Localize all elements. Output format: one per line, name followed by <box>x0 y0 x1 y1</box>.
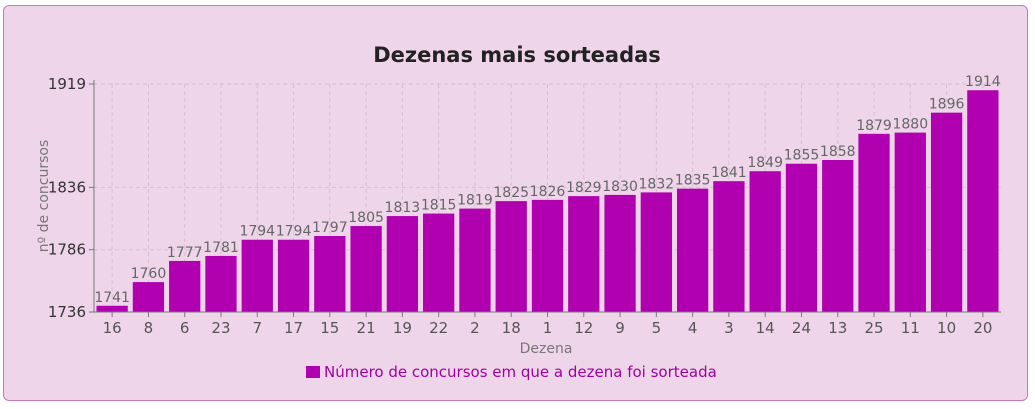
bar-value-label: 1805 <box>348 210 384 226</box>
x-tick-label: 10 <box>937 319 956 337</box>
bar[interactable] <box>495 201 527 312</box>
x-tick-label: 3 <box>724 319 734 337</box>
bar-value-label: 1777 <box>167 245 203 261</box>
bar-value-label: 1794 <box>239 224 275 240</box>
x-axis-ticks: 16 8 6 23 7 17 15 21 19 22 2 18 1 12 9 5 4 3 14 24 13 25 11 10 2… <box>103 312 992 337</box>
bar-value-label: 1813 <box>385 200 421 216</box>
y-tick-label: 1786 <box>48 241 86 259</box>
bar[interactable] <box>785 163 818 312</box>
bar[interactable] <box>314 236 346 312</box>
y-tick-label: 1919 <box>48 75 86 93</box>
bar[interactable] <box>894 132 926 312</box>
bar[interactable] <box>423 213 455 312</box>
bar[interactable] <box>858 133 890 312</box>
bar-value-label: 1855 <box>784 148 820 164</box>
legend-swatch[interactable] <box>306 366 320 378</box>
bar[interactable] <box>205 255 237 312</box>
x-tick-label: 14 <box>756 319 775 337</box>
x-tick-label: 13 <box>828 319 847 337</box>
bar[interactable] <box>568 196 600 312</box>
bar[interactable] <box>749 171 781 312</box>
bar-value-label: 1819 <box>457 193 493 209</box>
y-axis-ticks: 1736 1786 1836 1919 <box>48 75 94 321</box>
bar-value-label: 1794 <box>276 224 312 240</box>
bar-value-label: 1830 <box>602 179 638 195</box>
y-tick-label: 1736 <box>48 303 86 321</box>
bar[interactable] <box>169 260 201 312</box>
bar[interactable] <box>676 188 709 312</box>
x-tick-label: 17 <box>284 319 303 337</box>
bar-value-label: 1832 <box>639 176 675 192</box>
bar[interactable] <box>459 208 491 312</box>
bar-value-label: 1858 <box>820 144 856 160</box>
x-tick-label: 23 <box>211 319 230 337</box>
x-tick-label: 25 <box>864 319 883 337</box>
x-tick-label: 7 <box>252 319 262 337</box>
bar-value-label: 1849 <box>747 155 783 171</box>
bar-value-label: 1835 <box>675 173 711 189</box>
bar[interactable] <box>96 305 128 312</box>
x-axis-label: Dezena <box>520 341 573 357</box>
bar-value-label: 1879 <box>856 118 892 134</box>
x-tick-label: 16 <box>103 319 122 337</box>
bar[interactable] <box>132 282 165 312</box>
x-tick-label: 24 <box>792 319 811 337</box>
x-tick-label: 20 <box>973 319 992 337</box>
x-tick-label: 5 <box>652 319 662 337</box>
bar[interactable] <box>350 226 382 312</box>
bar[interactable] <box>386 216 419 312</box>
y-axis-label: nº de concursos <box>36 140 52 253</box>
bar[interactable] <box>822 160 854 312</box>
bar-value-label: 1829 <box>566 180 602 196</box>
y-tick-label: 1836 <box>48 178 86 196</box>
bar-value-label: 1825 <box>493 185 529 201</box>
bar-value-label: 1760 <box>131 266 167 282</box>
bars <box>96 90 999 313</box>
bar-value-label: 1914 <box>965 74 1001 90</box>
bar-value-label: 1896 <box>929 97 965 113</box>
x-tick-label: 21 <box>357 319 376 337</box>
bar-value-label: 1741 <box>94 290 130 306</box>
x-tick-label: 2 <box>470 319 480 337</box>
x-tick-label: 11 <box>901 319 920 337</box>
bar[interactable] <box>640 192 672 312</box>
bar-value-label: 1826 <box>530 184 566 200</box>
x-tick-label: 1 <box>543 319 553 337</box>
bar[interactable] <box>930 112 963 313</box>
x-tick-label: 12 <box>574 319 593 337</box>
bar[interactable] <box>967 90 999 312</box>
x-tick-label: 6 <box>180 319 190 337</box>
bar[interactable] <box>604 194 636 312</box>
x-tick-label: 19 <box>393 319 412 337</box>
x-tick-label: 4 <box>688 319 698 337</box>
x-tick-label: 18 <box>502 319 521 337</box>
x-tick-label: 8 <box>144 319 154 337</box>
bar[interactable] <box>241 239 273 312</box>
bar-value-label: 1815 <box>421 198 457 214</box>
bar-value-label: 1781 <box>203 240 239 256</box>
bar[interactable] <box>277 239 310 312</box>
bar[interactable] <box>713 181 745 312</box>
legend-label[interactable]: Número de concursos em que a dezena foi … <box>324 363 717 381</box>
chart-title: Dezenas mais sorteadas <box>373 43 661 67</box>
x-tick-label: 9 <box>615 319 625 337</box>
bar-value-label: 1841 <box>711 165 747 181</box>
bar-value-label: 1797 <box>312 220 348 236</box>
bar[interactable] <box>531 199 564 312</box>
x-tick-label: 15 <box>320 319 339 337</box>
bar-value-label: 1880 <box>892 117 928 133</box>
legend[interactable]: Número de concursos em que a dezena foi … <box>306 363 717 381</box>
x-tick-label: 22 <box>429 319 448 337</box>
